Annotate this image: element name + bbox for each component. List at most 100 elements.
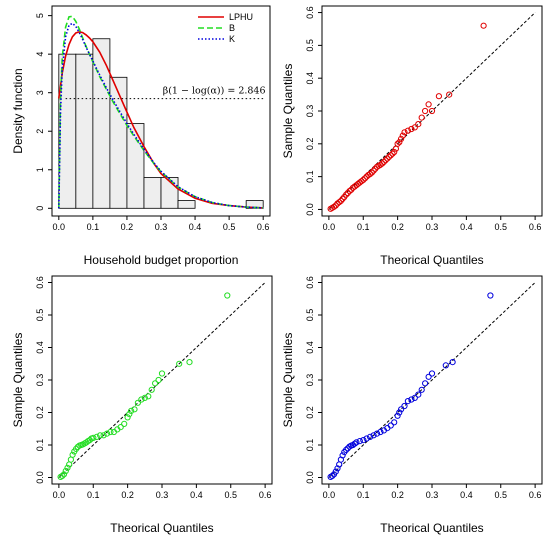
qq-point [387, 422, 394, 429]
x-tick-label: 0.4 [189, 222, 202, 232]
qq-point [367, 170, 374, 178]
y-ticks: 0.0 0.1 0.2 0.3 0.4 0.5 0.6 [35, 276, 52, 484]
qq-point [363, 435, 370, 442]
qq-point [411, 124, 418, 131]
panel-qq-red: 0.0 0.1 0.2 0.3 0.4 0.5 0.6 0.0 0.1 0.2 0.3 0.4 0.5… [281, 5, 543, 267]
qq-point [351, 440, 358, 447]
histogram-bins [58, 38, 264, 209]
y-tick-label: 1 [35, 167, 45, 172]
qq-point [394, 140, 401, 147]
qq-point [367, 433, 374, 440]
histogram-bar [109, 76, 128, 209]
qq-point [480, 22, 487, 29]
x-tick-label: 0.2 [391, 490, 404, 500]
x-tick-label: 0.6 [259, 490, 272, 500]
y-tick-label: 0.2 [35, 406, 45, 419]
qq-point [401, 402, 408, 410]
qq-point [344, 189, 351, 197]
qq-point [373, 430, 381, 437]
qq-point [398, 135, 405, 142]
x-tick-label: 0.1 [357, 490, 370, 500]
y-tick-label: 0.4 [35, 341, 45, 354]
qq-point [435, 93, 442, 100]
legend-label-b: B [229, 23, 235, 33]
qq-point [487, 292, 494, 299]
qq-point [356, 438, 363, 445]
qq-point [69, 451, 76, 458]
qq-point [329, 472, 336, 479]
qq-point [385, 153, 393, 160]
qq-point [152, 380, 159, 387]
qq-point [339, 452, 346, 459]
qq-point [408, 125, 415, 133]
qq-point [411, 394, 418, 401]
qq-point [396, 409, 403, 416]
qq-point [422, 107, 429, 115]
y-tick-label: 0.6 [35, 276, 45, 289]
x-tick-label: 0.5 [494, 490, 507, 500]
y-tick-label: 0.6 [305, 276, 315, 289]
qq-point [62, 467, 69, 475]
density-curve-lphu [58, 30, 264, 209]
qq-point [384, 155, 391, 162]
qq-point [60, 471, 68, 478]
legend-label-k: K [229, 34, 235, 44]
qq-point [399, 132, 406, 139]
x-ticks: 0.0 0.1 0.2 0.3 0.4 0.5 0.6 [323, 484, 541, 500]
qq-point [343, 191, 350, 198]
qq-point [382, 157, 389, 164]
qq-point [155, 376, 162, 384]
x-tick-label: 0.1 [87, 490, 100, 500]
qq-point [90, 434, 97, 441]
density-curves [58, 15, 264, 209]
y-ticks: 0.0 0.1 0.2 0.3 0.4 0.5 0.6 [305, 276, 322, 484]
qq-point [145, 393, 152, 400]
qq-point [353, 439, 360, 446]
qq-point [379, 160, 386, 167]
histogram-bar [75, 53, 94, 209]
qq-point [336, 199, 343, 206]
qq-point [93, 433, 100, 440]
qq-reference-line [328, 282, 536, 478]
qq-points [57, 292, 231, 480]
y-tick-label: 5 [35, 13, 45, 18]
qq-point [415, 121, 422, 128]
x-axis-label: Theorical Quantiles [380, 253, 483, 267]
qq-point [176, 360, 183, 367]
x-tick-label: 0.0 [53, 490, 66, 500]
x-tick-label: 0.5 [223, 222, 236, 232]
qq-point [422, 380, 429, 387]
y-tick-label: 0.5 [305, 309, 315, 322]
qq-point [404, 398, 411, 405]
qq-point [332, 468, 339, 475]
panel-qq-green: 0.0 0.1 0.2 0.3 0.4 0.5 0.6 0.0 0.1 0.2 0.3 0.4 0.5… [11, 275, 273, 535]
histogram-bar [92, 38, 111, 209]
qq-point [126, 411, 133, 418]
qq-point [74, 443, 81, 450]
qq-point [418, 386, 425, 393]
legend-label-lphu: LPHU [229, 12, 253, 22]
qq-point [370, 167, 377, 174]
histogram-bar [126, 123, 145, 209]
qq-point [128, 407, 135, 414]
y-tick-label: 0.5 [35, 309, 45, 322]
qq-points [327, 22, 487, 212]
qq-point [134, 399, 141, 406]
y-axis-label: Sample Quantiles [281, 64, 295, 159]
y-axis-label: Sample Quantiles [11, 333, 25, 428]
x-tick-label: 0.0 [323, 490, 336, 500]
x-ticks: 0.0 0.1 0.2 0.3 0.4 0.5 0.6 [53, 484, 272, 500]
x-tick-label: 0.1 [357, 222, 370, 232]
y-tick-label: 0.1 [305, 439, 315, 452]
x-tick-label: 0.4 [460, 490, 473, 500]
x-tick-label: 0.3 [156, 490, 169, 500]
qq-point [389, 150, 396, 157]
qq-reference-line [58, 282, 266, 478]
y-tick-label: 0.4 [305, 72, 315, 85]
qq-point [186, 359, 193, 366]
qq-point [124, 414, 131, 421]
x-tick-label: 0.0 [53, 222, 66, 232]
qq-point [103, 430, 111, 437]
density-curve-k [58, 22, 264, 209]
qq-point [449, 359, 456, 366]
